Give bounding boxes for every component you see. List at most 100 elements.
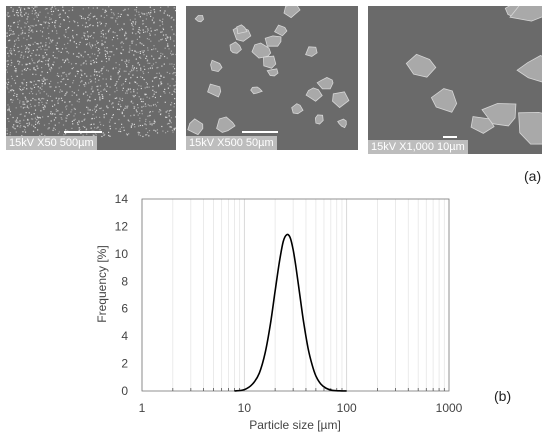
particle-speck	[99, 129, 101, 131]
particle-speck	[116, 17, 118, 19]
particle-speck	[84, 126, 86, 128]
particle-speck	[163, 63, 165, 65]
particle-speck	[143, 50, 145, 52]
particle-speck	[13, 22, 15, 24]
particle-speck	[103, 66, 105, 68]
particle-speck	[126, 64, 128, 66]
particle-speck	[41, 79, 43, 81]
particle-speck	[112, 68, 114, 70]
particle-speck	[104, 133, 106, 135]
particle-speck	[99, 85, 102, 87]
particle-speck	[28, 107, 30, 109]
particle-speck	[67, 59, 69, 61]
scale-bar	[64, 131, 102, 133]
particle-speck	[141, 50, 143, 52]
particle-speck	[102, 95, 104, 97]
particle-speck	[83, 119, 85, 121]
particle-speck	[50, 80, 52, 82]
particle-speck	[95, 109, 98, 111]
particle-speck	[150, 12, 152, 14]
particle-speck	[102, 8, 104, 10]
particle-speck	[116, 89, 118, 91]
particle-speck	[150, 27, 152, 29]
particle-speck	[88, 14, 90, 16]
particle-speck	[58, 75, 60, 77]
particle-speck	[55, 20, 57, 22]
particle-speck	[33, 25, 35, 27]
particle-speck	[30, 37, 32, 39]
particle-speck	[49, 86, 51, 88]
particle-speck	[140, 69, 142, 71]
particle-speck	[7, 118, 9, 120]
particle-speck	[85, 129, 87, 131]
particle-speck	[30, 105, 32, 108]
particle-speck	[76, 122, 79, 124]
particle-speck	[173, 72, 175, 74]
particle-speck	[163, 12, 165, 14]
particle-speck	[9, 29, 11, 31]
particle-speck	[34, 127, 36, 129]
particle-speck	[143, 105, 145, 107]
particle-speck	[90, 93, 92, 95]
particle-speck	[58, 122, 60, 124]
particle-speck	[95, 116, 97, 118]
particle-speck	[161, 125, 163, 128]
particle-speck	[131, 100, 133, 102]
particle-speck	[26, 63, 28, 65]
particle-speck	[111, 11, 113, 14]
particle-speck	[124, 61, 126, 63]
particle-speck	[7, 60, 9, 62]
particle-speck	[131, 49, 133, 52]
particle-speck	[135, 81, 137, 83]
particle-speck	[160, 6, 162, 9]
particle-speck	[114, 122, 116, 124]
sem-image-x50: 15kV X50 500µm	[6, 6, 176, 150]
particle-speck	[94, 111, 97, 113]
particle-speck	[153, 93, 155, 95]
particle-speck	[65, 108, 67, 110]
particle-speck	[146, 55, 148, 57]
particle-speck	[136, 92, 138, 94]
particle-speck	[57, 48, 59, 50]
particle-speck	[169, 120, 171, 122]
particle-speck	[37, 80, 39, 82]
particle-speck	[100, 15, 102, 17]
particle-speck	[14, 128, 16, 130]
particle-speck	[62, 59, 64, 61]
particle-speck	[153, 77, 155, 79]
particle-speck	[170, 52, 172, 54]
particle-speck	[52, 63, 54, 66]
particle-speck	[170, 117, 172, 119]
particle-speck	[122, 42, 125, 45]
particle-speck	[24, 26, 26, 28]
particle-speck	[139, 112, 141, 114]
particle-speck	[23, 125, 25, 127]
particle-speck	[26, 100, 28, 102]
particle-speck	[31, 58, 33, 60]
particle-speck	[65, 129, 67, 131]
particle-speck	[7, 108, 10, 110]
particle-speck	[13, 21, 16, 24]
particle-speck	[8, 91, 10, 93]
particle-speck	[68, 17, 70, 19]
particle-speck	[99, 121, 101, 123]
particle-speck	[126, 92, 128, 94]
particle-speck	[173, 85, 175, 87]
particle-speck	[84, 73, 86, 75]
particle-speck	[38, 46, 40, 48]
particle-speck	[68, 73, 70, 75]
particle-speck	[146, 59, 149, 61]
particle-speck	[42, 57, 44, 59]
particle-speck	[55, 8, 57, 10]
particle-speck	[138, 11, 140, 13]
particle-speck	[81, 37, 83, 39]
particle-speck	[48, 37, 50, 39]
particle-speck	[100, 23, 102, 25]
sem-caption: 15kV X50 500µm	[6, 136, 97, 150]
particle-speck	[6, 46, 8, 49]
particle-speck	[61, 99, 63, 102]
particle-speck	[133, 96, 135, 98]
particle-speck	[142, 13, 144, 15]
particle-speck	[68, 113, 70, 116]
particle-speck	[147, 71, 149, 74]
